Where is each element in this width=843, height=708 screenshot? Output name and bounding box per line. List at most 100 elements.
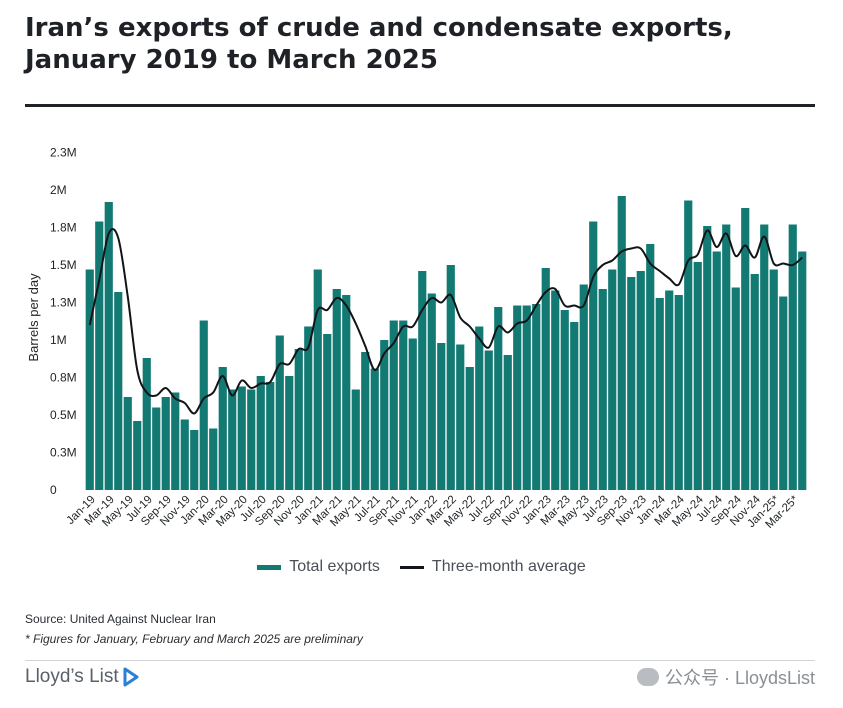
- bar-total-exports: [370, 368, 379, 490]
- bar-total-exports: [598, 289, 607, 490]
- bar-total-exports: [741, 208, 750, 490]
- bar-total-exports: [161, 397, 170, 490]
- bar-total-exports: [323, 334, 332, 490]
- legend-label-three-month-average: Three-month average: [431, 558, 586, 575]
- bar-total-exports: [731, 287, 740, 490]
- bar-total-exports: [142, 358, 151, 490]
- logo-arrow-icon: [123, 667, 139, 687]
- chart-legend: Total exports Three-month average: [0, 558, 843, 576]
- bar-total-exports: [389, 320, 398, 490]
- bar-total-exports: [760, 224, 769, 490]
- bar-total-exports: [209, 428, 218, 490]
- y-tick-label: 0: [50, 483, 57, 497]
- bar-total-exports: [380, 340, 389, 490]
- bar-total-exports: [418, 271, 427, 490]
- bar-total-exports: [712, 251, 721, 490]
- bar-total-exports: [655, 298, 664, 490]
- chart-title-line-1: Iran’s exports of crude and condensate e…: [25, 13, 733, 43]
- bar-total-exports: [456, 344, 465, 490]
- bar-total-exports: [617, 196, 626, 490]
- chart-title: Iran’s exports of crude and condensate e…: [25, 12, 825, 76]
- wechat-icon: [636, 668, 659, 686]
- bar-total-exports: [722, 224, 731, 490]
- bar-total-exports: [123, 397, 132, 490]
- bar-total-exports: [541, 268, 550, 490]
- bar-total-exports: [570, 322, 579, 490]
- bar-total-exports: [256, 376, 265, 490]
- y-tick-label: 1M: [50, 333, 67, 347]
- title-divider: [25, 104, 815, 107]
- bar-total-exports: [494, 307, 503, 490]
- legend-item-three-month-average: Three-month average: [399, 558, 586, 576]
- wechat-watermark: 公众号 · LloydsList: [636, 664, 815, 690]
- bar-total-exports: [171, 392, 180, 490]
- line-series-three-month-average: [88, 228, 803, 415]
- bar-total-exports: [85, 269, 94, 490]
- bar-total-exports: [684, 200, 693, 490]
- bar-total-exports: [779, 296, 788, 490]
- y-tick-label: 2.3M: [50, 146, 77, 160]
- bar-total-exports: [152, 407, 161, 490]
- bar-total-exports: [437, 343, 446, 490]
- y-tick-label: 1.5M: [50, 258, 77, 272]
- lloyds-list-logo: Lloyd’s List: [25, 666, 139, 688]
- legend-item-total-exports: Total exports: [257, 558, 380, 576]
- bar-total-exports: [522, 305, 531, 490]
- bar-total-exports: [304, 326, 313, 490]
- y-tick-label: 0.5M: [50, 408, 77, 422]
- bar-total-exports: [475, 326, 484, 490]
- bar-total-exports: [247, 389, 256, 490]
- bar-total-exports: [465, 367, 474, 490]
- bar-total-exports: [798, 251, 807, 490]
- logo-text: Lloyd’s List: [25, 666, 119, 687]
- source-note: Source: United Against Nuclear Iran: [25, 612, 216, 626]
- bar-total-exports: [133, 421, 142, 490]
- legend-swatch-bar: [257, 564, 282, 570]
- bar-total-exports: [228, 389, 237, 490]
- bar-total-exports: [446, 265, 455, 490]
- y-tick-label: 0.3M: [50, 446, 77, 460]
- bar-total-exports: [674, 295, 683, 490]
- bar-total-exports: [532, 304, 541, 490]
- bar-total-exports: [266, 382, 275, 490]
- bar-total-exports: [750, 274, 759, 490]
- bar-total-exports: [275, 335, 284, 490]
- bar-total-exports: [237, 386, 246, 490]
- bar-total-exports: [427, 293, 436, 490]
- y-tick-label: 1.8M: [50, 221, 77, 235]
- watermark-text: 公众号 · LloydsList: [664, 668, 815, 688]
- bar-total-exports: [342, 295, 351, 490]
- bar-total-exports: [579, 284, 588, 490]
- bar-total-exports: [218, 367, 227, 490]
- bar-total-exports: [665, 290, 674, 490]
- y-tick-label: 0.8M: [50, 371, 77, 385]
- bar-total-exports: [560, 310, 569, 490]
- bar-total-exports: [636, 271, 645, 490]
- bar-total-exports: [95, 221, 104, 490]
- chart-title-line-2: January 2019 to March 2025: [25, 45, 438, 75]
- bar-total-exports: [408, 338, 417, 490]
- legend-label-total-exports: Total exports: [289, 558, 380, 575]
- exports-chart: 0 0.3M 0.5M 0.8M 1M 1.3M 1.5M 1.8M 2M 2.3M Barrel…: [26, 146, 807, 531]
- bar-total-exports: [294, 349, 303, 490]
- bar-total-exports: [484, 350, 493, 490]
- y-tick-label: 1.3M: [50, 296, 77, 310]
- bar-total-exports: [114, 292, 123, 490]
- bar-total-exports: [199, 320, 208, 490]
- bar-total-exports: [361, 352, 370, 490]
- bar-total-exports: [351, 389, 360, 490]
- bar-total-exports: [503, 355, 512, 490]
- bar-total-exports: [589, 221, 598, 490]
- bar-total-exports: [703, 226, 712, 490]
- footer-divider: [25, 660, 815, 661]
- bar-total-exports: [180, 419, 189, 490]
- preliminary-note: * Figures for January, February and Marc…: [25, 632, 363, 646]
- bar-total-exports: [285, 376, 294, 490]
- bar-total-exports: [399, 320, 408, 490]
- bar-total-exports: [608, 269, 617, 490]
- bar-total-exports: [313, 269, 322, 490]
- bar-series-total-exports: [85, 196, 807, 490]
- bar-total-exports: [693, 262, 702, 490]
- bar-total-exports: [190, 430, 199, 490]
- y-axis: 0 0.3M 0.5M 0.8M 1M 1.3M 1.5M 1.8M 2M 2.3M: [50, 146, 77, 498]
